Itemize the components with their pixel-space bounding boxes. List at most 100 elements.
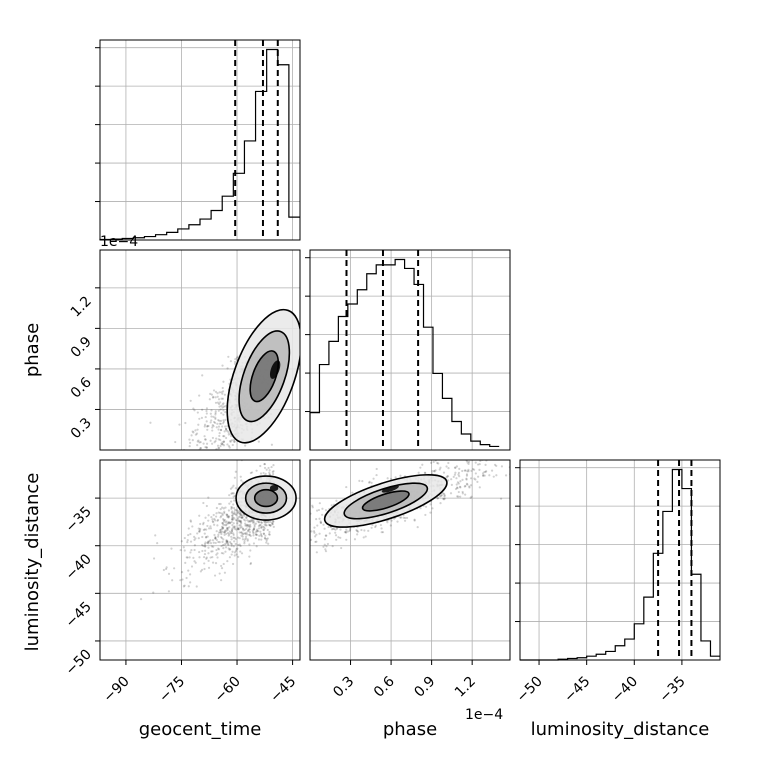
scatter-point [222, 413, 225, 416]
scatter-point [214, 421, 217, 424]
scatter-point [272, 525, 275, 528]
scatter-point [225, 540, 228, 543]
scatter-point [319, 521, 322, 524]
scatter-point [239, 544, 242, 548]
scatter-panel-luminosity-distance-vs-geocent-time [99, 459, 301, 661]
scatter-point [237, 520, 241, 523]
scatter-point [212, 415, 215, 419]
scatter-point [389, 524, 392, 527]
scatter-point [249, 534, 252, 538]
scatter-point [313, 526, 316, 529]
scatter-point [186, 556, 189, 559]
panel-frame [99, 39, 301, 241]
scatter-point [209, 539, 212, 542]
scatter-point [484, 470, 487, 474]
scatter-point [228, 446, 231, 449]
scatter-point [258, 521, 261, 524]
scatter-point [204, 549, 207, 552]
scatter-point [227, 444, 231, 448]
scatter-point [243, 528, 246, 531]
scatter-point [389, 477, 393, 481]
scatter-point [210, 409, 213, 412]
scatter-point [225, 513, 229, 516]
scatter-point [200, 568, 204, 571]
scatter-point [205, 407, 209, 410]
scatter-point [223, 533, 226, 536]
scatter-point [260, 521, 263, 524]
scatter-point [225, 429, 228, 432]
density-level [254, 489, 278, 507]
scatter-point [271, 470, 274, 474]
scatter-point [245, 516, 248, 520]
scatter-point [318, 502, 321, 505]
scatter-point [447, 461, 450, 465]
scatter-point [263, 520, 266, 523]
scatter-point [223, 531, 226, 534]
scatter-point [211, 550, 214, 553]
scatter-point [229, 440, 232, 443]
scatter-point [413, 519, 416, 522]
scatter-point [216, 395, 219, 398]
scatter-point [263, 536, 267, 540]
scatter-point [232, 532, 235, 535]
scatter-point [476, 480, 479, 483]
scatter-point [473, 477, 476, 480]
scatter-point [260, 525, 263, 529]
contour-line [253, 488, 279, 508]
scatter-point [184, 421, 187, 425]
scatter-point [233, 360, 237, 364]
scatter-point [259, 532, 263, 536]
scatter-point [216, 518, 220, 522]
scatter-point [225, 520, 228, 523]
scatter-point [248, 543, 251, 546]
scatter-point [233, 517, 236, 520]
scatter-point [469, 477, 473, 480]
scatter-point [242, 518, 246, 521]
scatter-point [379, 523, 383, 527]
scatter-point [240, 525, 243, 528]
scatter-point [381, 531, 385, 534]
scatter-point [230, 505, 233, 509]
scatter-point [264, 524, 267, 527]
scatter-point [222, 547, 225, 550]
scatter-point [237, 511, 240, 514]
scatter-point [202, 555, 206, 559]
scatter-point [197, 527, 200, 530]
scatter-point [257, 527, 261, 530]
scatter-point [362, 536, 365, 539]
scatter-point [249, 525, 252, 528]
scatter-point [189, 573, 192, 576]
scatter-point [202, 501, 205, 505]
scatter-point [152, 557, 156, 560]
scatter-point [465, 473, 469, 476]
scatter-point [344, 531, 348, 534]
scatter-point [156, 541, 159, 545]
scatter-point [243, 532, 247, 535]
scatter-point [405, 516, 409, 520]
scatter-point [228, 521, 232, 525]
scatter-point [220, 527, 223, 531]
scatter-point [355, 529, 358, 532]
scatter-point [233, 511, 236, 514]
scatter-point [495, 474, 498, 477]
scatter-point [310, 530, 313, 533]
scatter-point [202, 521, 205, 524]
scatter-point [236, 511, 239, 514]
scatter-point [209, 439, 212, 442]
scatter-point [207, 542, 210, 545]
scatter-point [221, 443, 224, 446]
scatter-point [224, 521, 227, 524]
scatter-point [193, 544, 196, 547]
scatter-point [318, 532, 321, 535]
scatter-point [436, 497, 439, 500]
scatter-point [457, 490, 460, 494]
scatter-point [189, 399, 192, 402]
scatter-point [218, 422, 221, 425]
scatter-point [465, 474, 469, 477]
scatter-point [232, 522, 235, 525]
scatter-point [223, 430, 226, 433]
scatter-point [241, 538, 245, 541]
scatter-point [233, 525, 236, 528]
scatter-point [195, 432, 199, 435]
